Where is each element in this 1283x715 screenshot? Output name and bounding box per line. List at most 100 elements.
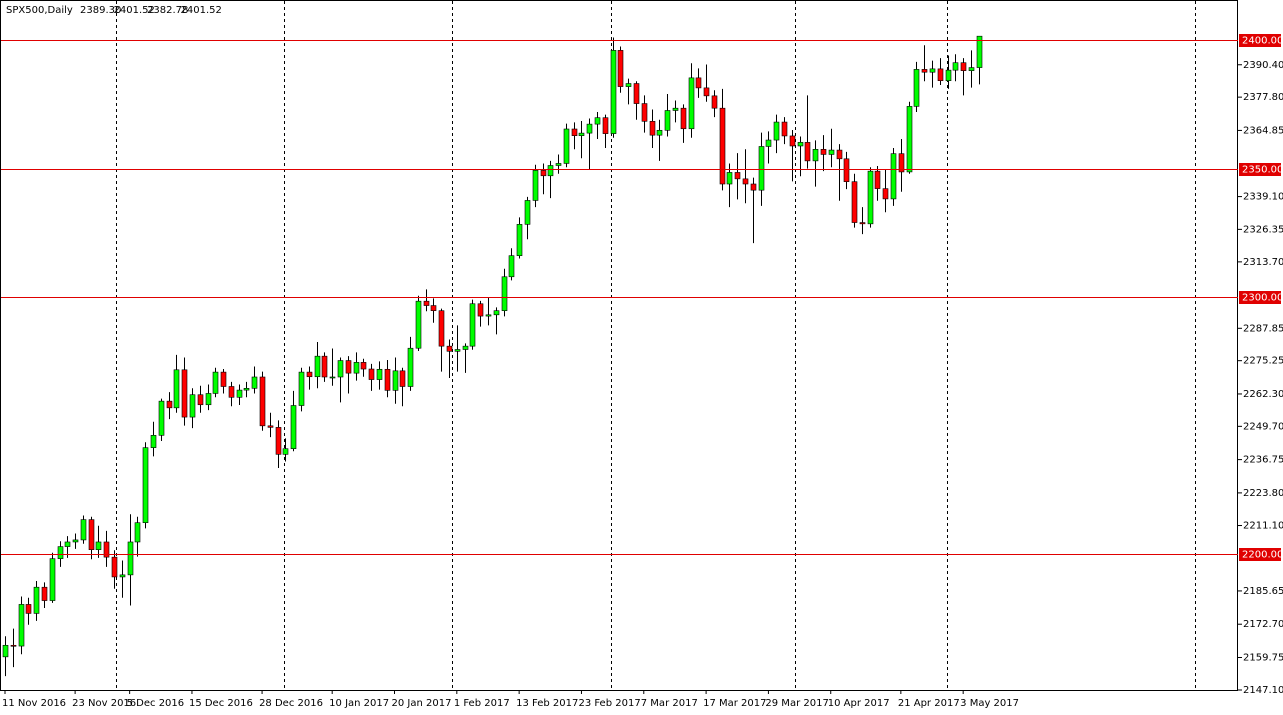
x-tick-label: 13 Feb 2017: [516, 698, 578, 709]
x-tick-label: 17 Mar 2017: [703, 698, 766, 709]
candle-body: [236, 389, 243, 398]
candle-body: [259, 376, 266, 427]
candle-body: [750, 183, 757, 191]
candle-body: [438, 310, 445, 347]
candle-body: [80, 519, 87, 541]
x-tick-label: 21 Apr 2017: [898, 698, 960, 709]
level-label: 2200.00: [1242, 550, 1283, 561]
candle-body: [610, 50, 617, 134]
candle-body: [688, 77, 695, 130]
candle-body: [368, 368, 375, 380]
y-tick-label: 2211.10: [1243, 521, 1283, 532]
level-label-box: [1239, 34, 1281, 47]
candle-body: [929, 68, 936, 73]
candle-body: [25, 604, 32, 614]
candle-body: [867, 170, 874, 225]
candle-body: [493, 310, 500, 316]
y-tick-label: 2326.35: [1243, 224, 1283, 235]
candle-body: [843, 158, 850, 182]
candle-body: [392, 370, 399, 391]
candle-body: [524, 200, 531, 225]
level-label: 2400.00: [1242, 36, 1283, 47]
candle-body: [820, 149, 827, 155]
level-label: 2350.00: [1242, 165, 1283, 176]
candle-body: [430, 305, 437, 311]
candle-body: [329, 376, 336, 379]
candle-body: [773, 121, 780, 141]
candle-body: [555, 163, 562, 166]
candle-body: [18, 604, 25, 647]
candle-body: [501, 276, 508, 311]
candle-body: [711, 95, 718, 109]
candle-body: [633, 83, 640, 104]
level-label-box: [1239, 163, 1281, 176]
candle-body: [228, 386, 235, 398]
candle-body: [765, 139, 772, 147]
y-tick-label: 2390.40: [1243, 60, 1283, 71]
candle-body: [952, 62, 959, 71]
candle-body: [937, 68, 944, 81]
candle-body: [664, 110, 671, 131]
candle-body: [874, 170, 881, 189]
candle-body: [859, 222, 866, 225]
candle-body: [649, 120, 656, 136]
candle-body: [360, 362, 367, 370]
candle-body: [33, 586, 40, 614]
candle-body: [306, 371, 313, 378]
candle-body: [516, 224, 523, 256]
y-tick-label: 2185.65: [1243, 586, 1283, 597]
candle-body: [797, 142, 804, 147]
level-label-box: [1239, 548, 1281, 561]
ohlc-value: 2401.52: [181, 5, 222, 16]
x-tick-label: 7 Mar 2017: [641, 698, 698, 709]
level-label-box: [1239, 291, 1281, 304]
candle-body: [189, 394, 196, 418]
candle-body: [454, 349, 461, 352]
candle-body: [134, 522, 141, 543]
candle-body: [314, 355, 321, 378]
candle-body: [88, 519, 95, 550]
x-tick-label: 20 Jan 2017: [392, 698, 452, 709]
candle-body: [913, 69, 920, 107]
x-tick-label: 23 Nov 2016: [72, 698, 136, 709]
candle-body: [656, 129, 663, 136]
x-tick-label: 15 Dec 2016: [189, 698, 253, 709]
candle-body: [469, 303, 476, 347]
candle-body: [243, 388, 250, 391]
candle-body: [898, 153, 905, 173]
y-tick-label: 2223.80: [1243, 488, 1283, 499]
candle-body: [181, 369, 188, 418]
candle-body: [485, 314, 492, 317]
candle-body: [602, 117, 609, 134]
candle-body: [337, 360, 344, 378]
candle-body: [158, 400, 165, 436]
candle-body: [976, 35, 983, 68]
candle-body: [220, 371, 227, 387]
candle-body: [10, 644, 17, 647]
candle-body: [945, 69, 952, 81]
ohlc-value: 2389.30: [80, 5, 121, 16]
candle-body: [423, 300, 430, 306]
candle-body: [812, 149, 819, 162]
candle-body: [906, 106, 913, 173]
candle-body: [251, 376, 258, 389]
y-tick-label: 2287.85: [1243, 323, 1283, 334]
candle-body: [804, 142, 811, 162]
candle-body: [407, 347, 414, 387]
x-tick-label: 11 Nov 2016: [2, 698, 66, 709]
candle-body: [703, 87, 710, 97]
candle-body: [968, 67, 975, 71]
candle-body: [119, 574, 126, 578]
candle-body: [719, 107, 726, 185]
y-tick-label: 2377.80: [1243, 92, 1283, 103]
candle-body: [127, 541, 134, 576]
candle-body: [641, 103, 648, 122]
candle-body: [836, 149, 843, 160]
candle-body: [345, 360, 352, 374]
y-tick-label: 2236.75: [1243, 455, 1283, 466]
candle-body: [828, 149, 835, 155]
candle-body: [111, 556, 118, 578]
candle-body: [890, 153, 897, 200]
candle-body: [166, 400, 173, 409]
